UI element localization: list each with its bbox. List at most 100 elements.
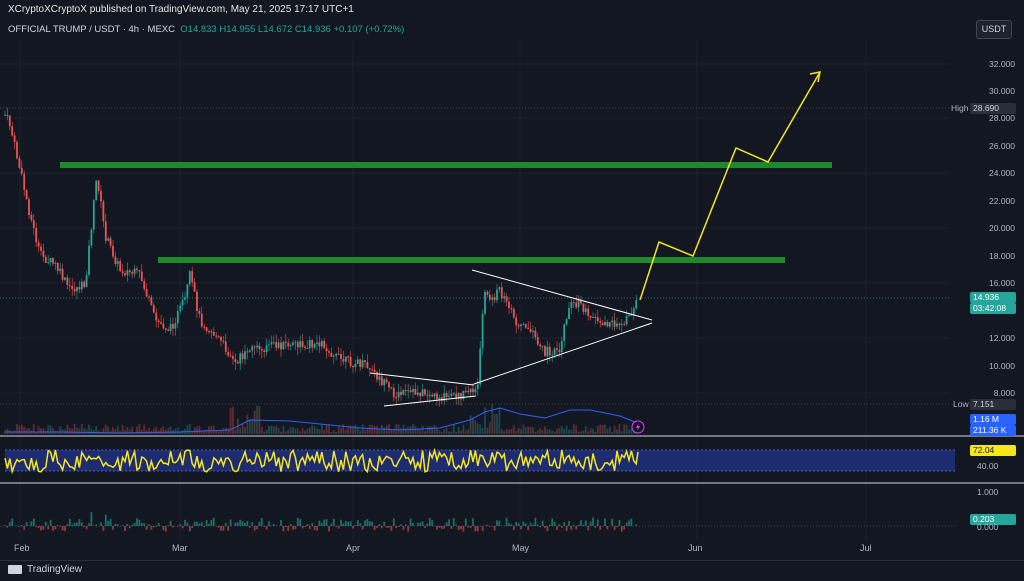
osc-bar <box>542 521 544 526</box>
osc-bar <box>100 522 102 526</box>
candle-body <box>43 251 45 257</box>
osc-bar <box>412 523 414 526</box>
volume-bar <box>335 432 337 434</box>
osc-bar <box>177 526 179 527</box>
candle-body <box>563 324 565 340</box>
candle-body <box>429 395 431 396</box>
volume-bar <box>148 428 150 434</box>
candle-body <box>249 351 251 352</box>
volume-bar <box>400 428 402 434</box>
candle-body <box>50 258 52 262</box>
osc-bar <box>328 526 330 531</box>
volume-bar <box>355 425 357 434</box>
osc-bar <box>256 526 258 529</box>
osc-bar <box>381 526 383 528</box>
candle-body <box>201 314 203 327</box>
osc-bar <box>427 524 429 526</box>
volume-bar <box>477 423 479 434</box>
candle-body <box>203 326 205 327</box>
osc-bar <box>467 526 469 527</box>
volume-bar <box>160 428 162 434</box>
candle-body <box>263 351 265 352</box>
volume-bar <box>283 426 285 434</box>
price-label: 8.000 <box>955 388 1015 398</box>
volume-bar <box>285 431 287 434</box>
volume-bar <box>167 428 169 434</box>
candle-body <box>83 282 85 287</box>
volume-bar <box>244 427 246 434</box>
volume-bar <box>254 411 256 434</box>
candle-body <box>251 346 253 350</box>
osc-bar <box>335 526 337 527</box>
volume-bar <box>391 429 393 434</box>
osc-bar <box>304 526 306 527</box>
candle-body <box>122 271 124 273</box>
volume-bar <box>525 427 527 434</box>
candle-body <box>21 168 23 174</box>
osc-bar <box>201 522 203 526</box>
volume-bar <box>215 431 217 434</box>
volume-bar <box>47 425 49 434</box>
volume-bar <box>496 414 498 434</box>
candle-body <box>431 395 433 397</box>
osc-bar <box>268 521 270 526</box>
osc-bar <box>225 523 227 526</box>
price-chart[interactable] <box>0 0 1024 560</box>
volume-bar <box>604 425 606 434</box>
osc-bar <box>482 526 484 531</box>
osc-bar <box>343 523 345 526</box>
osc-bar <box>326 519 328 526</box>
osc-bar <box>292 526 294 530</box>
osc-bar <box>251 522 253 526</box>
candle-body <box>393 388 395 397</box>
osc-bar <box>403 526 405 530</box>
candle-body <box>40 247 42 251</box>
osc-bar <box>237 522 239 526</box>
candle-body <box>559 350 561 352</box>
osc-bar <box>62 526 64 531</box>
high-label: High <box>948 103 971 114</box>
osc-bar <box>616 526 618 527</box>
osc-bar <box>547 526 549 531</box>
candle-body <box>575 302 577 307</box>
volume-bar <box>163 426 165 434</box>
candle-body <box>271 342 273 344</box>
volume-bar <box>340 428 342 434</box>
footer-bar <box>0 560 1024 581</box>
candle-body <box>475 389 477 392</box>
osc-bar <box>398 526 400 527</box>
candle-body <box>19 158 21 168</box>
osc-bar <box>110 519 112 526</box>
candle-body <box>184 297 186 299</box>
candle-body <box>143 281 145 289</box>
volume-bar <box>573 424 575 434</box>
time-label: Jun <box>688 543 703 553</box>
candle-body <box>415 389 417 395</box>
osc-bar <box>405 524 407 526</box>
volume-bar <box>405 428 407 434</box>
volume-bar <box>52 428 54 434</box>
osc-bar <box>208 524 210 526</box>
candle-body <box>158 320 160 322</box>
volume-bar <box>547 429 549 434</box>
osc-bar <box>76 522 78 526</box>
osc-bar <box>134 523 136 526</box>
candle-body <box>386 379 388 382</box>
candle-body <box>340 354 342 359</box>
candle-body <box>556 348 558 349</box>
candle-body <box>230 356 232 357</box>
candle-body <box>585 308 587 312</box>
volume-bar <box>415 426 417 434</box>
candle-body <box>364 360 366 362</box>
osc-bar <box>40 526 42 530</box>
volume-bar <box>7 429 9 434</box>
tradingview-brand[interactable]: TradingView <box>8 564 82 575</box>
volume-bar <box>199 426 201 434</box>
candle-body <box>220 337 222 341</box>
candle-body <box>297 342 299 347</box>
osc-bar <box>283 526 285 531</box>
osc-bar <box>146 526 148 530</box>
candle-body <box>69 285 71 286</box>
osc-bar <box>460 526 462 529</box>
osc-bar <box>477 526 479 531</box>
